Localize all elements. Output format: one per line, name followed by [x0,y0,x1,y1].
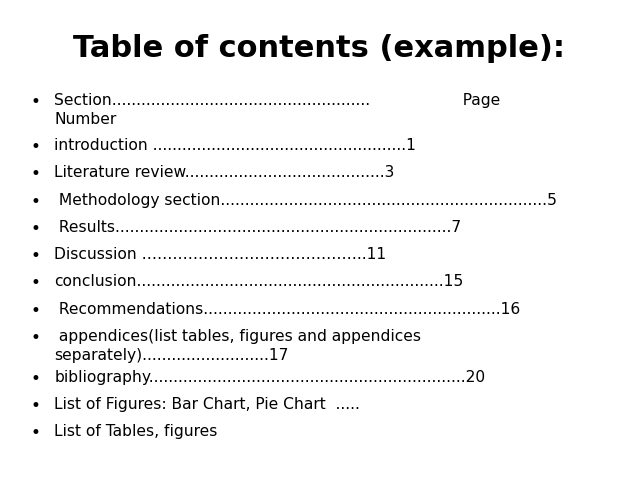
Text: •: • [30,193,40,211]
Text: •: • [30,93,40,112]
Text: •: • [30,138,40,156]
Text: •: • [30,247,40,265]
Text: •: • [30,165,40,183]
Text: •: • [30,329,40,347]
Text: Discussion ……………………………………..11: Discussion ……………………………………..11 [54,247,387,262]
Text: Section.....................................................                   P: Section.................................… [54,93,500,127]
Text: Results.....................................................................7: Results.................................… [54,220,461,235]
Text: Literature review.........................................3: Literature review.......................… [54,165,395,180]
Text: Methodology section.............................................................: Methodology section.....................… [54,193,557,207]
Text: appendices(list tables, figures and appendices
separately)......................: appendices(list tables, figures and appe… [54,329,421,363]
Text: •: • [30,397,40,415]
Text: List of Figures: Bar Chart, Pie Chart  .....: List of Figures: Bar Chart, Pie Chart ..… [54,397,360,412]
Text: List of Tables, figures: List of Tables, figures [54,424,218,439]
Text: conclusion...............................................................15: conclusion..............................… [54,274,464,289]
Text: •: • [30,424,40,443]
Text: •: • [30,370,40,388]
Text: introduction ....................................................1: introduction ...........................… [54,138,416,153]
Text: Table of contents (example):: Table of contents (example): [73,34,565,63]
Text: •: • [30,220,40,238]
Text: Recommendations.............................................................16: Recommendations.........................… [54,302,521,317]
Text: bibliography.................................................................20: bibliography............................… [54,370,486,385]
Text: •: • [30,274,40,293]
Text: •: • [30,302,40,320]
